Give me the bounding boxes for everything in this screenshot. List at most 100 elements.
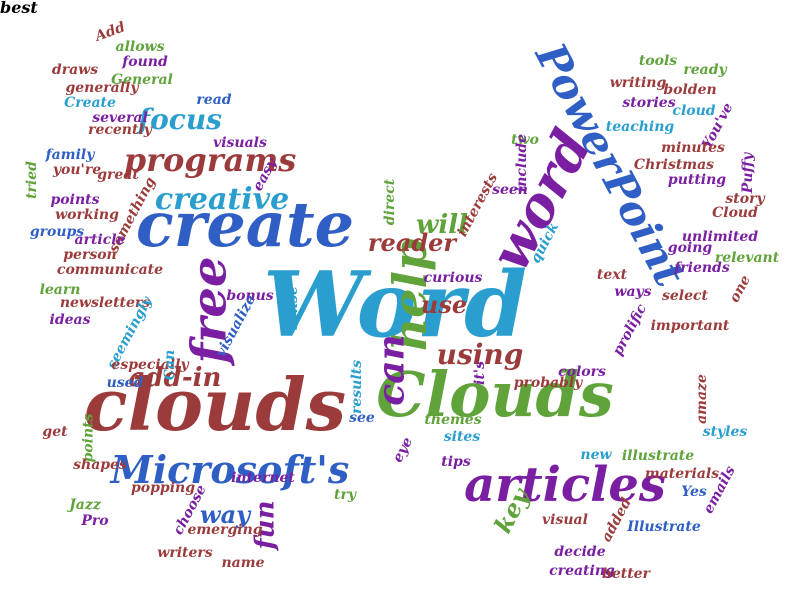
word-cloud-word: decide [554,544,606,560]
word-cloud-word: friends [674,260,730,276]
word-cloud-word: allows [115,39,165,55]
word-cloud-word: two [511,132,539,148]
word-cloud-word: read [196,92,232,108]
word-cloud-word: cloud [672,103,716,119]
word-cloud-word: important [650,318,730,334]
word-cloud-word: name [221,555,265,571]
word-cloud-word: Word [262,252,528,358]
word-cloud-word: results [348,359,365,415]
word-cloud-word: bonus [226,288,274,304]
word-cloud-word: tools [638,53,678,69]
word-cloud-word: one [726,272,754,306]
word-cloud-word: points [50,192,100,208]
word-cloud-word: tips [441,454,471,470]
word-cloud-word: visual [542,512,588,528]
word-cloud-word: tried [23,161,40,199]
word-cloud-word: colors [558,364,606,380]
word-cloud-word: ready [683,62,727,78]
word-cloud-word: putting [667,172,727,188]
word-cloud-word: ways [614,284,652,300]
word-cloud-word: groups [29,224,85,240]
word-cloud-word: curious [423,270,483,286]
word-cloud-word: include [514,133,530,193]
word-cloud-word: Can [162,349,178,381]
word-cloud-word: ideas [49,312,91,328]
word-cloud-word: better [602,566,650,582]
word-cloud-word: can [370,334,413,406]
word-cloud-word: Yes [681,484,707,500]
word-cloud-word: relevant [714,250,780,266]
word-cloud-word: unlimited [681,229,759,245]
word-cloud-word: seen [492,182,528,198]
word-cloud-word: illustrate [621,448,695,464]
word-cloud-word: generally [65,80,139,96]
word-cloud-word: minutes [661,140,725,156]
word-cloud-word: working [55,207,119,223]
word-cloud-word: direct [381,178,398,226]
word-cloud-word: styles [702,424,748,440]
word-cloud-word: see [349,410,375,426]
word-cloud-word: Puffy [739,152,756,194]
word-cloud-word: teaching [605,119,675,135]
word-cloud-word: writing [609,75,667,91]
word-cloud-word: bolden [663,82,717,98]
word-cloud-word: draws [51,62,99,78]
word-cloud-word: prolific [609,301,651,359]
word-cloud-word: Jazz [69,497,101,513]
word-cloud-word: reader [367,228,457,257]
word-cloud-word: learn [39,282,81,298]
word-cloud-word: great [97,167,139,183]
word-cloud-word: General [111,72,173,88]
word-cloud-word: use [420,290,468,319]
word-cloud-word: Microsoft's [110,447,350,492]
word-cloud-word: used [106,375,144,391]
word-cloud-word: Create [64,95,116,111]
word-cloud-word: materials [644,466,720,482]
word-cloud-word: way [199,500,251,529]
word-cloud-word: story [725,191,765,207]
word-cloud-word: you're [52,162,102,178]
word-cloud-word: using [436,338,524,371]
word-cloud-word: focus [138,103,222,136]
word-cloud-word: best [0,0,38,17]
word-cloud-word: emerging [187,522,263,538]
word-cloud-word: create [135,188,355,261]
word-cloud-word: creative [154,182,290,217]
word-cloud-word: several [92,110,148,126]
word-cloud-word: programs [123,141,297,179]
word-cloud-word: article [74,232,126,248]
word-cloud-word: sense [284,286,301,330]
word-cloud-word: especially [111,357,189,373]
word-cloud-word: points [79,413,96,463]
word-cloud-word: eye [389,434,417,466]
word-cloud-word: writers [157,545,213,561]
word-cloud-word: going [667,240,713,256]
word-cloud-word: try [334,487,356,503]
word-cloud-word: will [415,210,468,240]
word-cloud-word: articles [464,457,666,513]
word-cloud-word: themes [424,412,482,428]
word-cloud-word: Cloud [712,205,758,221]
word-cloud-word: get [42,424,68,440]
word-cloud-word: newsletters [59,295,151,311]
word-cloud-word: popping [131,480,195,496]
word-cloud-word: Pro [81,513,109,529]
word-cloud-word: person [63,247,117,263]
word-cloud-word: Clouds [376,358,614,431]
word-cloud-word: shapes [73,457,127,473]
word-cloud-word: add-in [128,363,222,393]
word-cloud-word: internet [231,470,295,486]
word-cloud-word: found [122,54,168,70]
word-cloud-word: new [580,447,612,463]
word-cloud-word: communicate [56,262,164,278]
word-cloud-word: clouds [83,362,347,447]
word-cloud-word: text [596,267,628,283]
word-cloud-word: stories [622,95,676,111]
word-cloud-word: visuals [213,135,267,151]
word-cloud-word: sites [443,429,481,445]
word-cloud-word: it's [471,361,488,385]
word-cloud-word: family [45,147,95,163]
word-cloud-word: probably [513,375,583,391]
word-cloud-word: amaze [693,374,710,424]
